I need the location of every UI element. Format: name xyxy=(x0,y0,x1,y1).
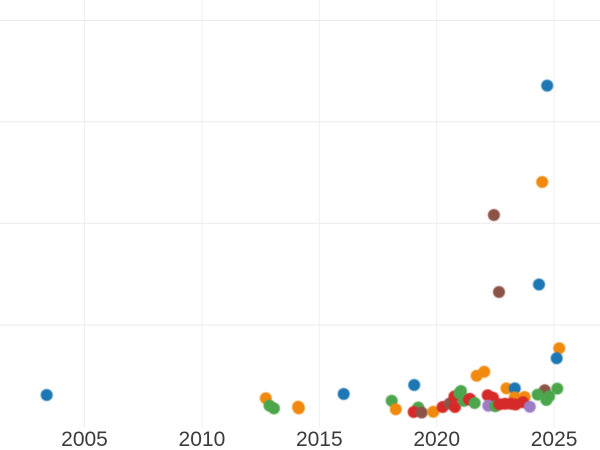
svg-text:2005: 2005 xyxy=(61,428,108,450)
svg-text:2015: 2015 xyxy=(296,428,343,450)
svg-text:2010: 2010 xyxy=(179,428,226,450)
svg-text:2020: 2020 xyxy=(413,428,460,450)
svg-text:2025: 2025 xyxy=(531,428,578,450)
